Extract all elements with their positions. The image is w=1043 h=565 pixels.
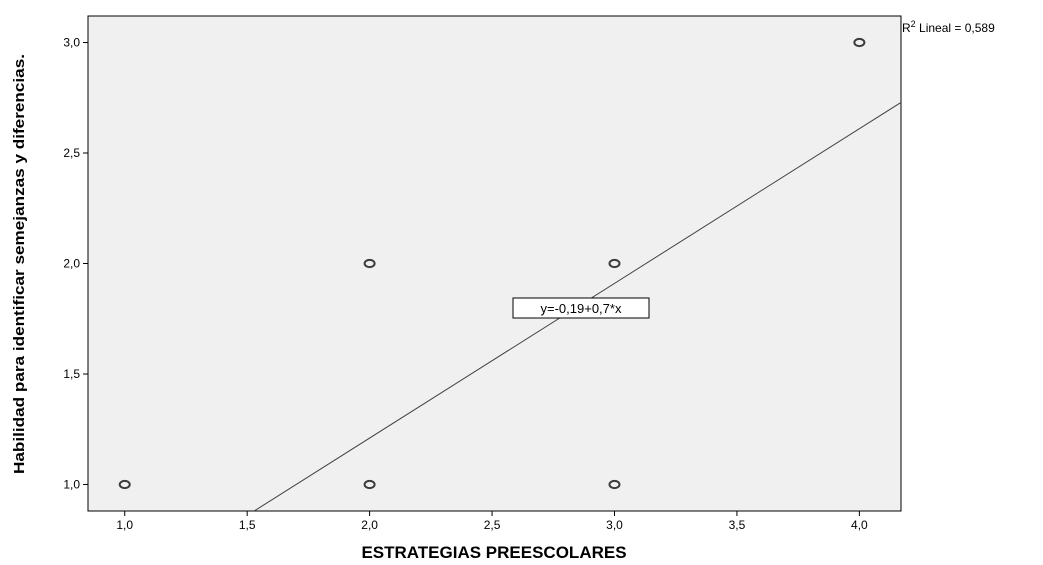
x-tick-label: 2,0 bbox=[361, 518, 378, 532]
x-axis-title: ESTRATEGIAS PREESCOLARES bbox=[361, 543, 626, 562]
x-tick-label: 3,5 bbox=[729, 518, 746, 532]
data-point bbox=[608, 258, 621, 269]
r2-prefix: R bbox=[902, 21, 911, 35]
equation-label-box: y=-0,19+0,7*x bbox=[512, 297, 650, 319]
y-tick-label: 1,5 bbox=[63, 367, 80, 381]
x-axis-ticks: 1,0 1,5 2,0 2,5 3,0 3,5 4,0 bbox=[116, 511, 868, 532]
y-tick-label: 2,0 bbox=[63, 257, 80, 271]
x-tick-label: 4,0 bbox=[851, 518, 868, 532]
x-tick-label: 3,0 bbox=[606, 518, 623, 532]
y-tick-label: 1,0 bbox=[63, 477, 80, 491]
y-tick-label: 3,0 bbox=[63, 36, 80, 50]
y-axis-title: Habilidad para identificar semejanzas y … bbox=[11, 54, 28, 474]
equation-label: y=-0,19+0,7*x bbox=[541, 301, 622, 316]
data-point bbox=[118, 479, 131, 490]
plot-area bbox=[87, 15, 902, 512]
equation-box bbox=[512, 297, 650, 319]
r2-suffix: Lineal = 0,589 bbox=[916, 21, 995, 35]
data-points bbox=[118, 37, 866, 490]
data-point bbox=[608, 479, 621, 490]
data-point bbox=[363, 258, 376, 269]
data-point bbox=[853, 37, 866, 48]
x-tick-label: 1,0 bbox=[116, 518, 133, 532]
y-axis-ticks: 1,0 1,5 2,0 2,5 3,0 bbox=[63, 36, 88, 491]
r2-superscript: 2 bbox=[911, 19, 916, 29]
y-tick-label: 2,5 bbox=[63, 146, 80, 160]
r2-label: R2 Lineal = 0,589 bbox=[902, 19, 995, 35]
x-tick-label: 1,5 bbox=[239, 518, 256, 532]
data-point bbox=[363, 479, 376, 490]
x-tick-label: 2,5 bbox=[484, 518, 501, 532]
